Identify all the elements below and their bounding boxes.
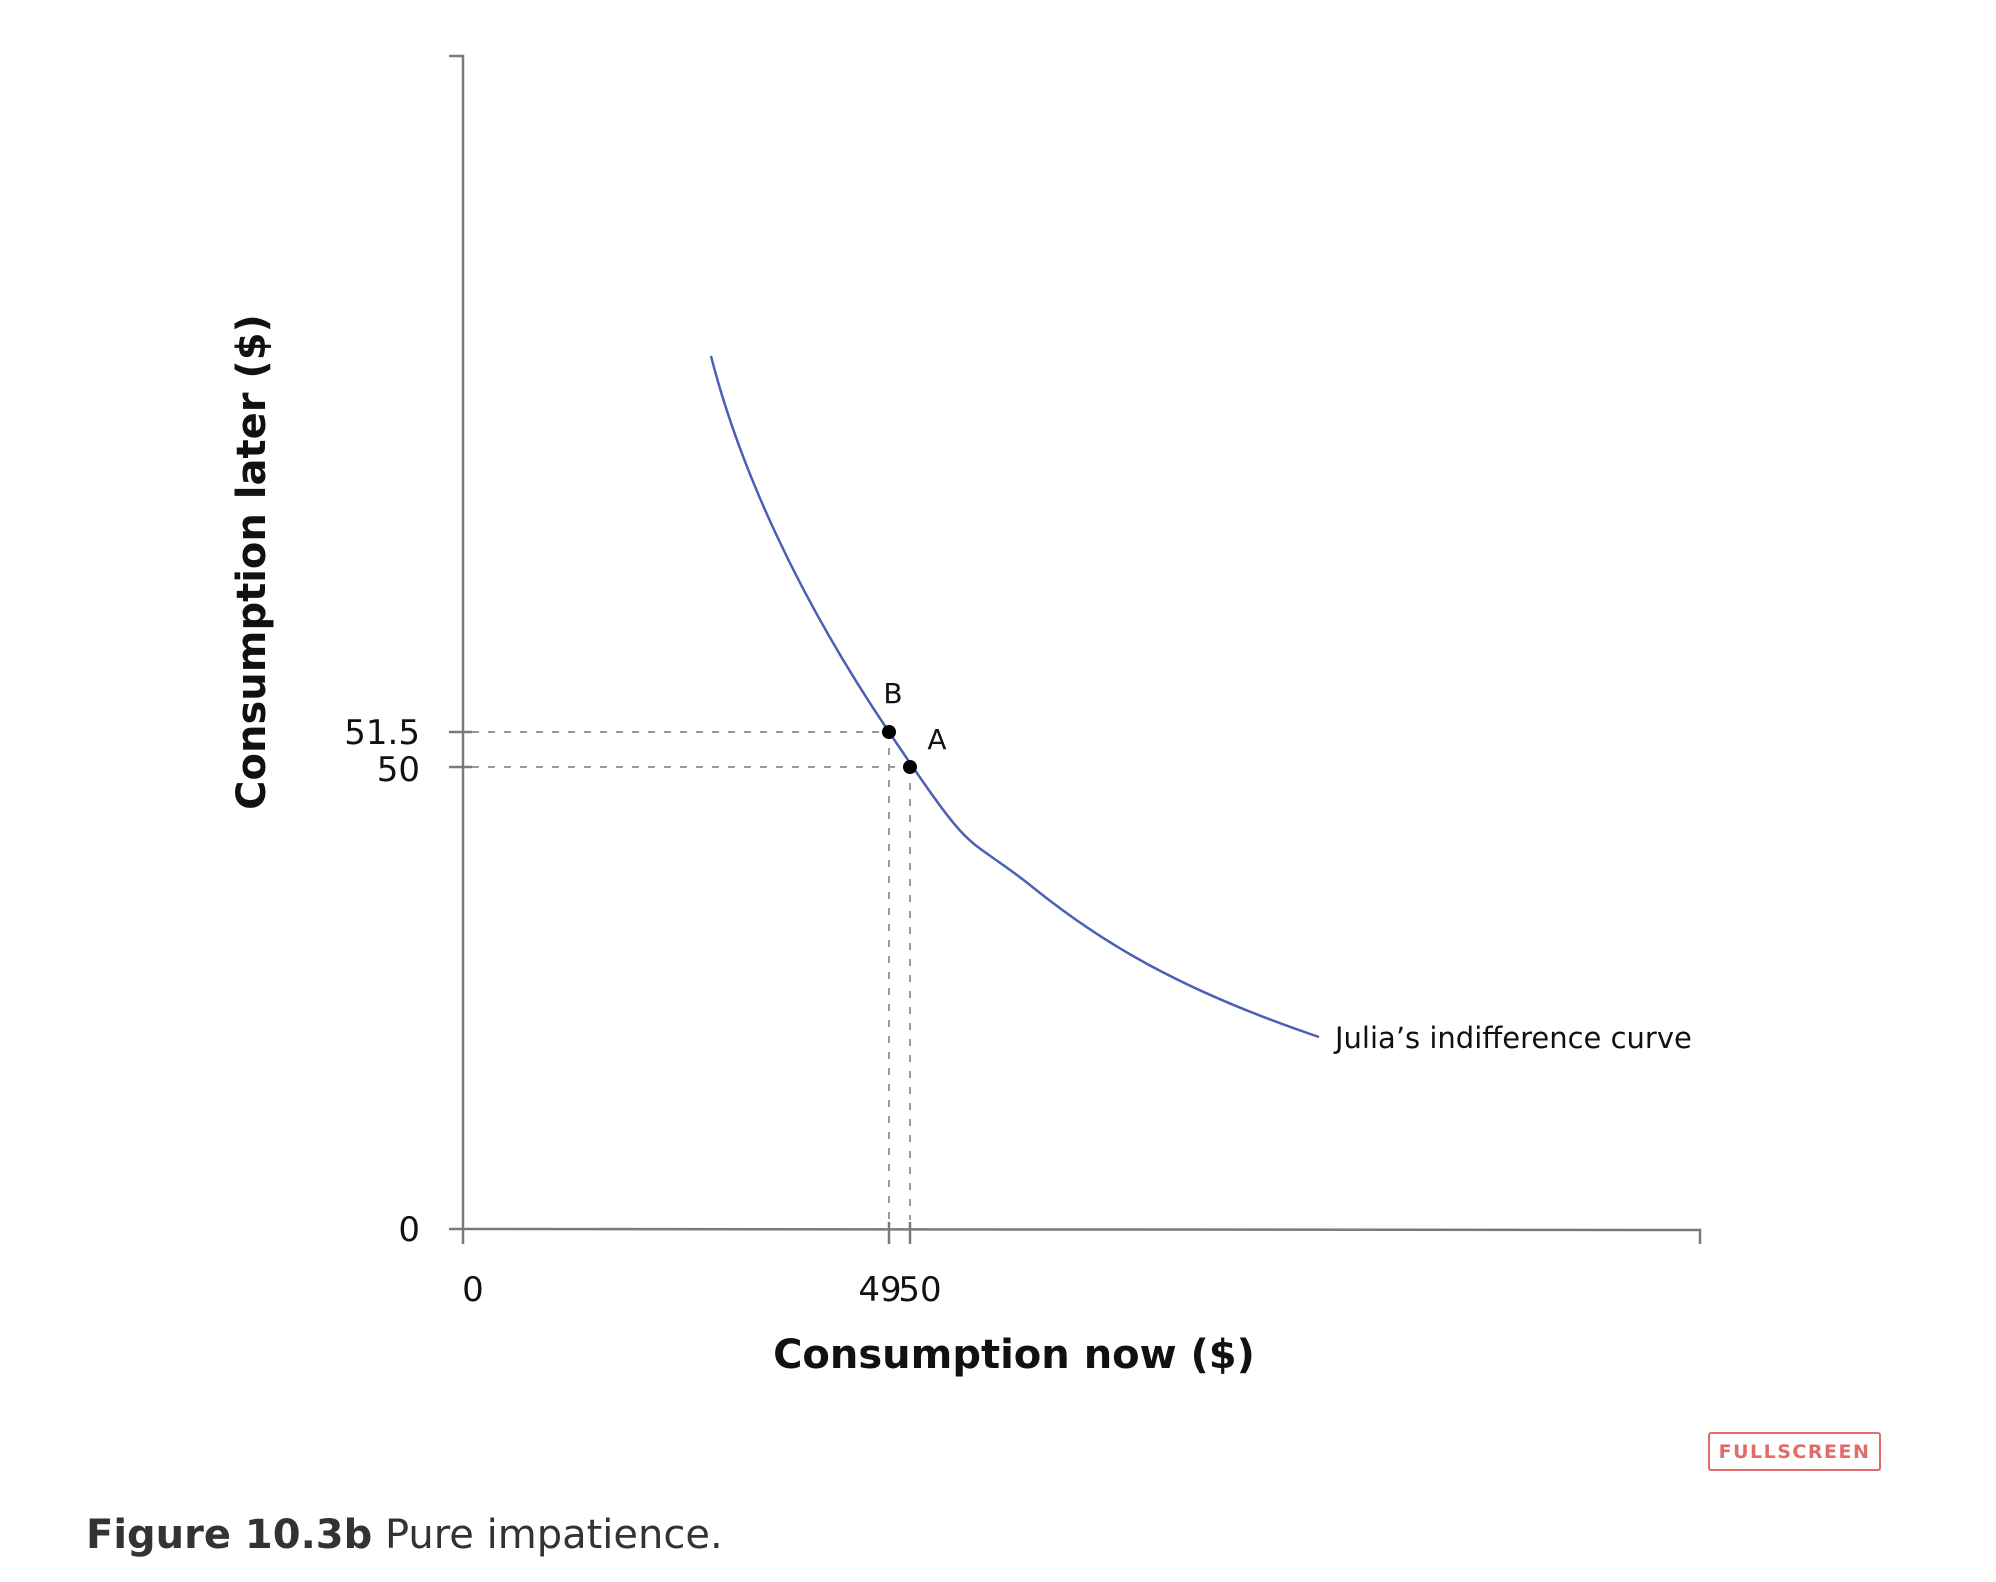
axes: [449, 54, 1702, 1244]
y-tick-label-50: 50: [377, 750, 420, 790]
x-axis: [462, 1227, 1702, 1244]
point-b: [882, 725, 896, 739]
y-axis: [449, 54, 465, 1229]
y-tick-label-0: 0: [398, 1210, 420, 1250]
figure-title: Pure impatience.: [372, 1512, 723, 1558]
x-axis-title: Consumption now ($): [773, 1332, 1255, 1378]
x-tick-label-0: 0: [462, 1270, 484, 1310]
point-a-label: A: [927, 723, 946, 756]
y-axis-title: Consumption later ($): [229, 314, 275, 810]
curve-label: Julia’s indifference curve: [1333, 1021, 1692, 1055]
fullscreen-button[interactable]: FULLSCREEN: [1708, 1432, 1881, 1471]
guide-lines: [472, 731, 911, 1220]
point-b-label: B: [883, 677, 902, 710]
point-a: [903, 760, 917, 774]
y-tick-label-51-5: 51.5: [344, 713, 420, 753]
x-tick-label-49: 49: [858, 1270, 901, 1310]
figure-number: Figure 10.3b: [86, 1512, 373, 1558]
figure-caption: Figure 10.3b Pure impatience.: [86, 1512, 723, 1558]
indifference-curve: [709, 355, 1320, 1039]
x-tick-label-50: 50: [898, 1270, 941, 1310]
